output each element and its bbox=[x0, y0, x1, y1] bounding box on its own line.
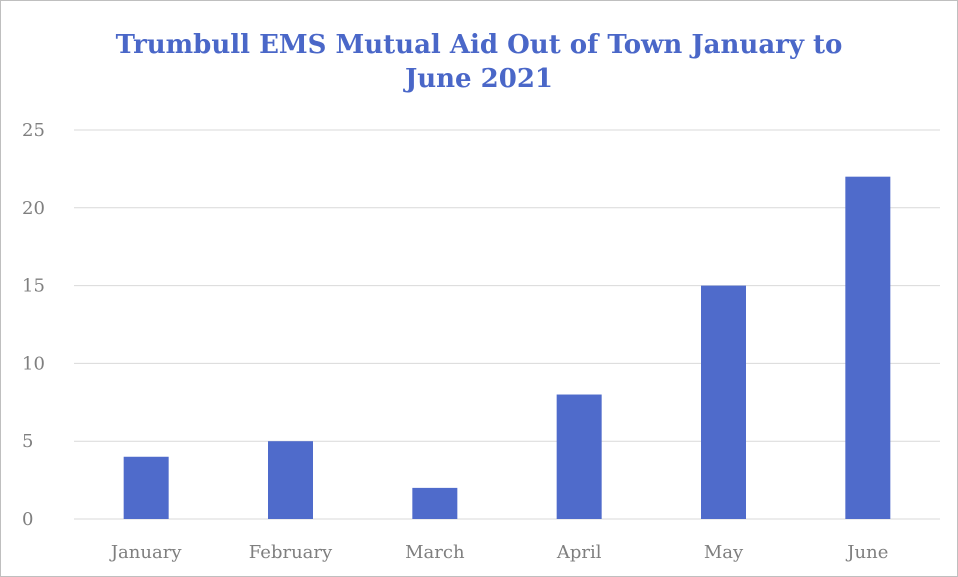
x-tick-label: March bbox=[405, 542, 465, 563]
y-tick-label: 20 bbox=[22, 198, 45, 219]
bar-march bbox=[412, 487, 458, 519]
y-tick-label: 5 bbox=[22, 431, 33, 452]
y-tick-label: 10 bbox=[22, 353, 45, 374]
gridlines bbox=[74, 129, 940, 520]
x-axis: January February March April May June bbox=[109, 542, 889, 563]
chart-title-line-2: June 2021 bbox=[404, 64, 554, 94]
y-tick-label: 15 bbox=[22, 276, 45, 297]
x-tick-label: January bbox=[109, 542, 182, 563]
bar-february bbox=[268, 441, 313, 519]
bars bbox=[123, 176, 891, 519]
y-tick-label: 0 bbox=[22, 509, 33, 530]
x-tick-label: May bbox=[704, 542, 744, 563]
chart-title: Trumbull EMS Mutual Aid Out of Town Janu… bbox=[0, 28, 958, 96]
bar-january bbox=[123, 456, 169, 519]
chart-title-line-1: Trumbull EMS Mutual Aid Out of Town Janu… bbox=[115, 30, 843, 60]
x-tick-label: April bbox=[556, 542, 602, 563]
x-tick-label: February bbox=[249, 542, 333, 563]
y-axis: 0 5 10 15 20 25 bbox=[22, 120, 45, 530]
bar-april bbox=[556, 394, 602, 519]
bar-may bbox=[701, 285, 746, 519]
x-tick-label: June bbox=[845, 542, 888, 563]
y-tick-label: 25 bbox=[22, 120, 45, 141]
bar-june bbox=[845, 176, 891, 519]
